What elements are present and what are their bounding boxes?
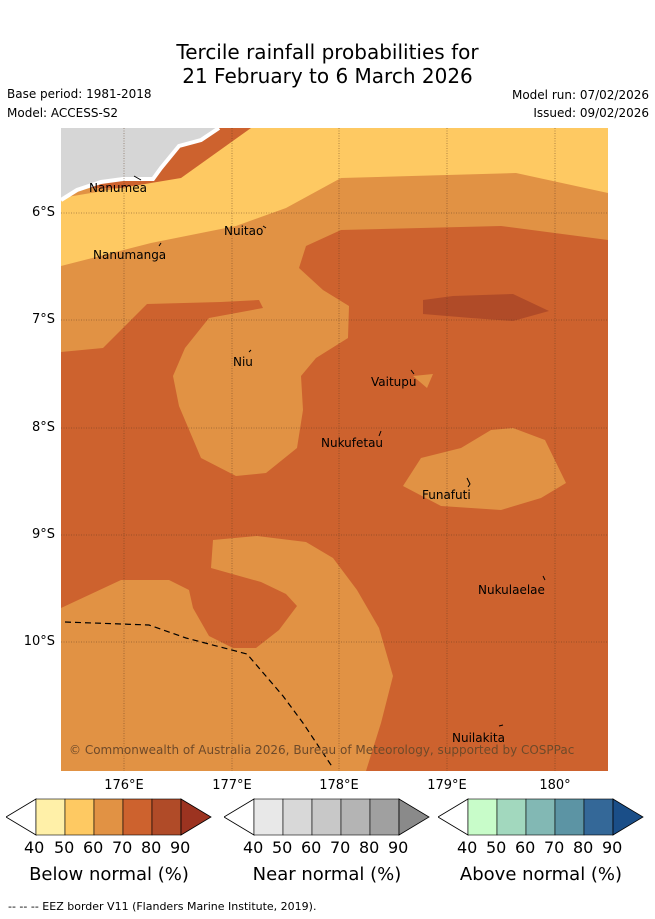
- gridlines: [61, 128, 608, 771]
- rainfall-map: [61, 128, 608, 771]
- above-label-80: 80: [573, 838, 594, 857]
- x-tick-177E: 177°E: [212, 778, 252, 793]
- below-label-60: 60: [83, 838, 104, 857]
- place-nanumanga: Nanumanga: [93, 248, 167, 262]
- below-swatch-50: [64, 798, 95, 836]
- below-swatch-60: [93, 798, 124, 836]
- base-period: Base period: 1981-2018: [7, 87, 152, 101]
- above-label-60: 60: [515, 838, 536, 857]
- title-line-1: Tercile rainfall probabilities for: [176, 40, 479, 64]
- region-50-60-north: [61, 128, 608, 266]
- region-80-90: [423, 294, 549, 321]
- above-swatch-60: [525, 798, 556, 836]
- near-swatch-60: [311, 798, 342, 836]
- above-label-90: 90: [602, 838, 623, 857]
- island-marks: [133, 175, 546, 727]
- place-funafuti: Funafuti: [422, 488, 471, 502]
- y-tick-10S: 10°S: [23, 634, 55, 649]
- region-60-70-vaitupu: [413, 374, 433, 388]
- colorbar-above: [438, 798, 644, 836]
- place-nanumea: Nanumea: [89, 181, 147, 195]
- colorbar-near: [224, 798, 430, 836]
- issued-date: Issued: 09/02/2026: [533, 106, 649, 120]
- near-label-60: 60: [301, 838, 322, 857]
- model-run: Model run: 07/02/2026: [511, 88, 649, 102]
- near-swatch-50: [282, 798, 313, 836]
- place-nukufetau: Nukufetau: [321, 436, 384, 450]
- near-label-40: 40: [243, 838, 264, 857]
- map-title: Tercile rainfall probabilities for 21 Fe…: [0, 40, 655, 88]
- below-label-80: 80: [141, 838, 162, 857]
- copyright-notice: © Commonwealth of Australia 2026, Bureau…: [69, 743, 575, 757]
- place-vaitupu: Vaitupu: [371, 375, 417, 389]
- x-tick-178E: 178°E: [319, 778, 359, 793]
- x-tick-176E: 176°E: [104, 778, 144, 793]
- region-60-70-north: [61, 168, 608, 476]
- above-max-arrow: [612, 798, 644, 836]
- above-swatch-40: [467, 798, 498, 836]
- region-60-70-funafuti: [403, 428, 566, 510]
- near-label-80: 80: [359, 838, 380, 857]
- model-name: Model: ACCESS-S2: [7, 106, 119, 120]
- above-swatch-80: [583, 798, 614, 836]
- region-60-70-south: [61, 536, 393, 771]
- above-swatch-70: [554, 798, 585, 836]
- above-swatch-50: [496, 798, 527, 836]
- below-title: Below normal (%): [29, 864, 189, 885]
- below-swatch-80: [151, 798, 182, 836]
- place-nukulaelae: Nukulaelae: [478, 583, 545, 597]
- place-nuilakita: Nuilakita: [452, 731, 505, 745]
- near-label-50: 50: [272, 838, 293, 857]
- below-label-70: 70: [112, 838, 133, 857]
- place-nuitao: Nuitao: [224, 224, 264, 238]
- below-label-90: 90: [170, 838, 191, 857]
- y-tick-8S: 8°S: [31, 420, 55, 435]
- y-tick-7S: 7°S: [31, 312, 55, 327]
- no-data-edge: [61, 128, 221, 202]
- above-label-50: 50: [486, 838, 507, 857]
- above-title: Above normal (%): [459, 864, 623, 885]
- near-label-90: 90: [388, 838, 409, 857]
- near-label-70: 70: [330, 838, 351, 857]
- eez-footer-note: -- -- -- EEZ border V11 (Flanders Marine…: [8, 900, 317, 913]
- above-label-70: 70: [544, 838, 565, 857]
- x-tick-179E: 179°E: [427, 778, 467, 793]
- above-label-40: 40: [457, 838, 478, 857]
- eez-border: [64, 621, 334, 769]
- y-tick-6S: 6°S: [31, 205, 55, 220]
- title-line-2: 21 February to 6 March 2026: [182, 64, 473, 88]
- near-swatch-40: [253, 798, 284, 836]
- below-swatch-70: [122, 798, 153, 836]
- near-title: Near normal (%): [252, 864, 402, 885]
- above-min-arrow: [438, 798, 469, 836]
- below-swatch-40: [35, 798, 66, 836]
- place-niu: Niu: [233, 355, 253, 369]
- near-swatch-70: [340, 798, 371, 836]
- colorbar-below: [6, 798, 212, 836]
- near-swatch-80: [369, 798, 400, 836]
- near-min-arrow: [224, 798, 255, 836]
- below-min-arrow: [6, 798, 37, 836]
- below-max-arrow: [180, 798, 212, 836]
- below-label-40: 40: [24, 838, 45, 857]
- y-tick-9S: 9°S: [31, 527, 55, 542]
- near-max-arrow: [398, 798, 430, 836]
- x-tick-180: 180°: [539, 778, 571, 793]
- below-label-50: 50: [54, 838, 75, 857]
